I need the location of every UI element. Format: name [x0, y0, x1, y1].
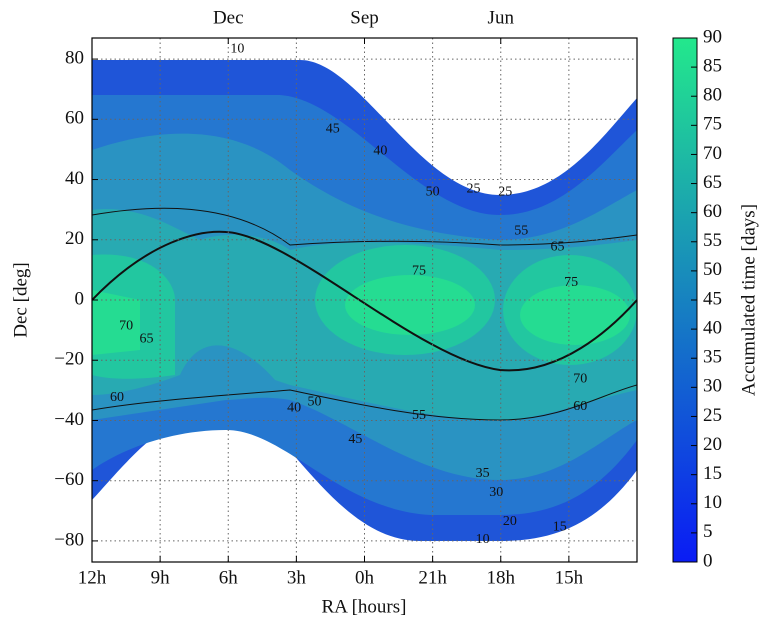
- y-tick-label: 80: [65, 47, 84, 68]
- contour-label: 25: [498, 184, 512, 199]
- contour-label: 50: [308, 395, 322, 410]
- y-tick-label: −80: [54, 529, 84, 550]
- y-tick-label: 20: [65, 228, 84, 249]
- contour-label: 50: [426, 184, 440, 199]
- contour-label: 75: [412, 264, 426, 279]
- contour-label: 55: [412, 408, 426, 423]
- x-tick-label: 12h: [78, 567, 107, 588]
- contour-label: 40: [287, 401, 301, 416]
- colorbar-tick-label: 15: [703, 463, 722, 484]
- y-axis-label: Dec [deg]: [10, 262, 31, 337]
- x-tick-label: 15h: [555, 567, 584, 588]
- contour-label: 70: [573, 372, 587, 387]
- contour-label: 45: [326, 121, 340, 136]
- top-tick-label: Jun: [488, 7, 515, 28]
- colorbar-tick-label: 40: [703, 317, 722, 338]
- colorbar-tick-label: 55: [703, 230, 722, 251]
- x-tick-label: 3h: [287, 567, 307, 588]
- x-tick-label: 0h: [355, 567, 375, 588]
- colorbar-tick-label: 10: [703, 492, 722, 513]
- contour-label: 55: [514, 224, 528, 239]
- contour-label: 10: [476, 532, 490, 547]
- y-tick-label: −60: [54, 469, 84, 490]
- colorbar-label: Accumulated time [days]: [738, 204, 759, 396]
- contour-label: 65: [140, 331, 154, 346]
- colorbar-tick-label: 35: [703, 347, 722, 368]
- y-tick-label: 0: [75, 288, 85, 309]
- contour-label: 75: [564, 275, 578, 290]
- x-tick-label: 9h: [151, 567, 171, 588]
- colorbar-tick-label: 0: [703, 550, 713, 571]
- y-tick-label: 40: [65, 168, 84, 189]
- colorbar-tick-label: 25: [703, 405, 722, 426]
- x-tick-label: 21h: [418, 567, 447, 588]
- x-tick-label: 6h: [219, 567, 239, 588]
- colorbar-tick-label: 30: [703, 376, 722, 397]
- contour-label: 10: [230, 41, 244, 56]
- contour-label: 40: [373, 143, 387, 158]
- colorbar-tick-label: 5: [703, 521, 713, 542]
- x-axis-label: RA [hours]: [322, 596, 407, 617]
- contour-label: 20: [503, 514, 517, 529]
- contour-label: 70: [119, 319, 133, 334]
- contour-label: 45: [348, 432, 362, 447]
- colorbar-tick-label: 20: [703, 434, 722, 455]
- y-tick-label: −20: [54, 349, 84, 370]
- contour-label: 60: [573, 399, 587, 414]
- y-tick-label: −40: [54, 409, 84, 430]
- y-tick-label: 60: [65, 108, 84, 129]
- colorbar-tick-label: 60: [703, 201, 722, 222]
- colorbar-tick-label: 50: [703, 259, 722, 280]
- contour-label: 60: [110, 390, 124, 405]
- colorbar-tick-label: 70: [703, 143, 722, 164]
- colorbar-tick-label: 80: [703, 85, 722, 106]
- colorbar-tick-label: 65: [703, 172, 722, 193]
- contour-label: 35: [476, 466, 490, 481]
- x-tick-label: 18h: [487, 567, 516, 588]
- top-tick-label: Sep: [350, 7, 379, 28]
- contour-label: 30: [489, 485, 503, 500]
- colorbar-tick-label: 45: [703, 288, 722, 309]
- colorbar-tick-label: 85: [703, 55, 722, 76]
- contour-label: 65: [551, 240, 565, 255]
- contour-label: 15: [553, 520, 567, 535]
- contour-label: 25: [467, 181, 481, 196]
- top-tick-label: Dec: [213, 7, 244, 28]
- colorbar-tick-label: 90: [703, 26, 722, 47]
- colorbar-tick-label: 75: [703, 114, 722, 135]
